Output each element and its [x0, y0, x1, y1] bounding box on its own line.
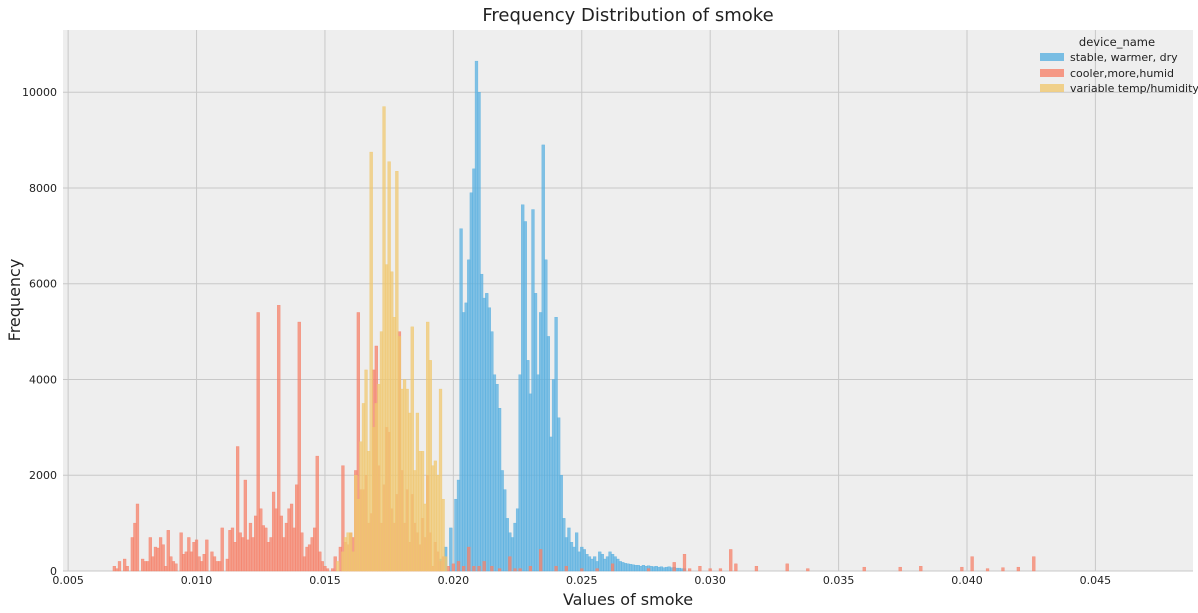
histogram-bar [862, 566, 866, 572]
legend-swatch [1040, 84, 1064, 92]
histogram-bar [985, 568, 990, 572]
histogram-bar [580, 568, 584, 572]
histogram-bar [336, 561, 340, 572]
histogram-bar [277, 305, 281, 572]
histogram-bar [698, 566, 702, 572]
histogram-bar [472, 566, 476, 572]
x-tick-label: 0.020 [438, 574, 470, 587]
y-tick-label: 0 [50, 565, 57, 578]
histogram-bar [539, 549, 543, 572]
histogram-bar [123, 558, 127, 572]
histogram-bar [194, 539, 199, 572]
histogram-bar [315, 455, 319, 572]
histogram-bar [785, 563, 789, 572]
histogram-bar [179, 532, 183, 572]
histogram-bar [456, 561, 461, 572]
histogram-bar [1001, 567, 1005, 572]
histogram-bar [610, 563, 615, 572]
histogram-bar [410, 326, 414, 572]
grid [63, 30, 1193, 572]
histogram-bar [518, 568, 522, 572]
histogram-bar [646, 568, 651, 572]
x-tick-label: 0.015 [309, 574, 341, 587]
histogram-bar [718, 568, 723, 572]
histogram-bar [166, 530, 170, 572]
legend: device_name stable, warmer, dry cooler,m… [1040, 35, 1198, 95]
axis-ticks: 0.005 0.010 0.015 0.020 0.025 0.030 0.035 0.040… [22, 86, 1111, 587]
y-tick-label: 10000 [22, 86, 57, 99]
legend-swatch [1040, 69, 1064, 77]
x-tick-label: 0.030 [694, 574, 726, 587]
x-tick-label: 0.045 [1080, 574, 1112, 587]
histogram-bar [960, 566, 964, 572]
histogram-bar [734, 563, 738, 572]
histogram-bar [729, 549, 733, 572]
y-tick-label: 8000 [29, 182, 57, 195]
plot-background [63, 30, 1193, 571]
x-tick-label: 0.035 [823, 574, 855, 587]
histogram-bar [1016, 566, 1020, 572]
x-tick-label: 0.005 [52, 574, 84, 587]
histogram-bar [444, 556, 448, 572]
histogram-bar [477, 566, 481, 572]
histogram-bar [564, 566, 568, 572]
chart-title: Frequency Distribution of smoke [482, 5, 773, 26]
y-axis-title: Frequency [5, 259, 24, 342]
legend-label: stable, warmer, dry [1070, 51, 1178, 64]
histogram-bar [300, 532, 304, 572]
histogram-bar [490, 566, 494, 572]
histogram-bar [451, 563, 455, 572]
histogram-bar [243, 479, 247, 572]
histogram-bar [806, 568, 810, 572]
histogram-bar [898, 566, 902, 572]
y-tick-label: 6000 [29, 278, 57, 291]
histogram-bar [1032, 556, 1036, 572]
histogram-bar [554, 566, 558, 572]
y-tick-label: 4000 [29, 373, 57, 386]
histogram-bar [688, 568, 692, 572]
histogram-bars [112, 60, 1036, 572]
histogram-bar [236, 446, 240, 572]
histogram-bar [135, 503, 140, 572]
histogram-bar [513, 568, 517, 572]
histogram-bar [125, 566, 129, 572]
histogram-bar [297, 321, 301, 572]
histogram-bar [497, 568, 502, 572]
histogram-bar [449, 527, 453, 572]
histogram-bar [148, 537, 152, 572]
legend-label: variable temp/humidity [1070, 82, 1198, 95]
histogram-bar [672, 562, 676, 572]
x-axis-title: Values of smoke [563, 590, 693, 609]
x-tick-label: 0.025 [566, 574, 598, 587]
histogram-bar [369, 151, 373, 572]
histogram-bar [754, 566, 759, 572]
histogram-bar [467, 546, 471, 572]
histogram-bar [682, 554, 687, 572]
histogram-bar [438, 388, 443, 572]
histogram-bar [919, 566, 923, 572]
histogram-bar [205, 539, 209, 572]
histogram-bar [161, 544, 165, 572]
histogram-bar [256, 312, 260, 572]
x-tick-label: 0.010 [181, 574, 213, 587]
histogram-bar [325, 568, 330, 572]
histogram-bar [462, 566, 466, 572]
histogram-bar [441, 498, 445, 572]
x-tick-label: 0.040 [951, 574, 983, 587]
legend-title: device_name [1079, 35, 1155, 49]
histogram-bar [708, 568, 712, 572]
legend-swatch [1040, 53, 1064, 61]
histogram-bar [970, 556, 974, 572]
legend-label: cooler,more,humid [1070, 67, 1174, 80]
histogram-bar [482, 561, 486, 572]
y-tick-label: 2000 [29, 469, 57, 482]
histogram-bar [508, 556, 512, 572]
histogram-bar [595, 568, 599, 572]
histogram-bar [117, 561, 122, 572]
histogram-bar [174, 563, 178, 572]
histogram-bar [220, 527, 224, 572]
histogram-bar [528, 566, 533, 572]
